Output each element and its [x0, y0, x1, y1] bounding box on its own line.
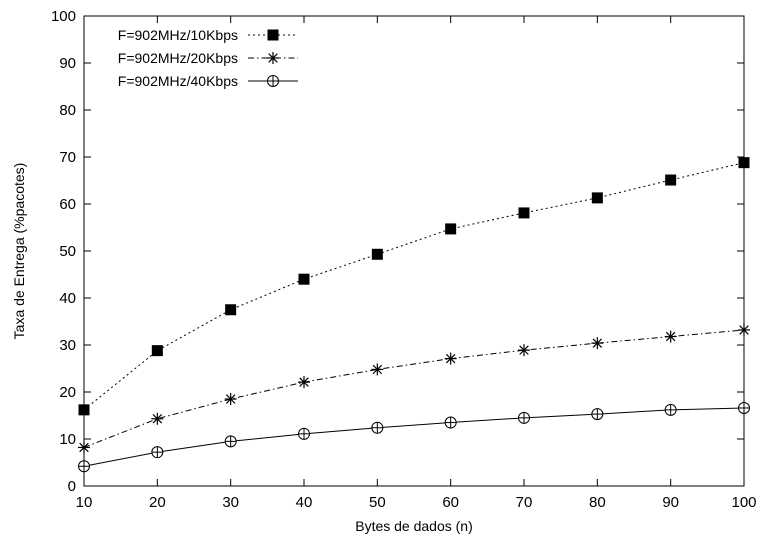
- y-tick-label: 100: [51, 8, 76, 25]
- data-point: [518, 207, 530, 219]
- y-tick-label: 20: [59, 384, 76, 401]
- y-tick-label: 50: [59, 243, 76, 260]
- data-point: [371, 363, 384, 376]
- data-point: [591, 408, 604, 421]
- x-tick-label: 20: [149, 494, 166, 511]
- data-point: [151, 412, 164, 425]
- legend-marker: [267, 75, 279, 87]
- data-point: [78, 404, 90, 416]
- series-2: [78, 323, 750, 454]
- series-3: [78, 401, 750, 473]
- ticks: 10 20 30 40 50 60 70 80 90 1000102030405060708090…: [51, 8, 757, 511]
- series-line: [83, 329, 745, 448]
- data-point: [664, 403, 677, 416]
- x-tick-label: 100: [731, 494, 756, 511]
- x-tick-label: 90: [662, 494, 679, 511]
- x-axis-label: Bytes de dados (n): [355, 518, 473, 534]
- data-point: [151, 446, 164, 459]
- x-tick-label: 30: [222, 494, 239, 511]
- series-group: [78, 157, 750, 473]
- data-point: [151, 345, 163, 357]
- y-tick-label: 70: [59, 149, 76, 166]
- data-point: [225, 304, 237, 316]
- data-point: [444, 416, 457, 429]
- data-point: [444, 352, 457, 365]
- data-point: [665, 174, 677, 186]
- y-tick-label: 40: [59, 290, 76, 307]
- x-tick-label: 50: [369, 494, 386, 511]
- data-point: [518, 411, 530, 424]
- x-tick-label: 80: [589, 494, 606, 511]
- data-point: [738, 323, 750, 336]
- y-tick-label: 30: [59, 337, 76, 354]
- data-point: [371, 421, 384, 434]
- x-tick-label: 10: [76, 494, 93, 511]
- data-point: [445, 223, 457, 235]
- data-point: [664, 330, 677, 343]
- data-point: [298, 427, 310, 440]
- y-tick-label: 80: [59, 102, 76, 119]
- data-point: [371, 248, 383, 260]
- legend-label: F=902MHz/20Kbps: [118, 50, 238, 66]
- legend-marker: [267, 52, 279, 64]
- data-point: [224, 435, 237, 448]
- y-axis-label: Taxa de Entrega (%pacotes): [11, 163, 27, 340]
- data-point: [78, 441, 90, 454]
- legend-label: F=902MHz/10Kbps: [118, 27, 238, 43]
- series-line: [83, 407, 745, 467]
- data-point: [298, 273, 310, 285]
- legend: F=902MHz/10Kbps F=902MHz/20Kbps F=902MHz/4…: [118, 27, 298, 89]
- x-tick-label: 70: [516, 494, 533, 511]
- y-tick-label: 60: [59, 196, 76, 213]
- data-point: [738, 401, 750, 414]
- data-point: [738, 157, 750, 169]
- data-point: [591, 337, 604, 350]
- data-point: [298, 376, 310, 389]
- y-tick-label: 0: [68, 478, 76, 495]
- series-1: [78, 157, 750, 416]
- x-tick-label: 40: [296, 494, 313, 511]
- series-line: [83, 162, 745, 411]
- y-tick-label: 10: [59, 431, 76, 448]
- data-point: [591, 192, 603, 204]
- data-point: [224, 393, 237, 406]
- x-tick-label: 60: [442, 494, 459, 511]
- data-point: [78, 460, 90, 473]
- data-point: [518, 344, 530, 357]
- y-tick-label: 90: [59, 55, 76, 72]
- legend-marker: [267, 29, 279, 41]
- legend-label: F=902MHz/40Kbps: [118, 73, 238, 89]
